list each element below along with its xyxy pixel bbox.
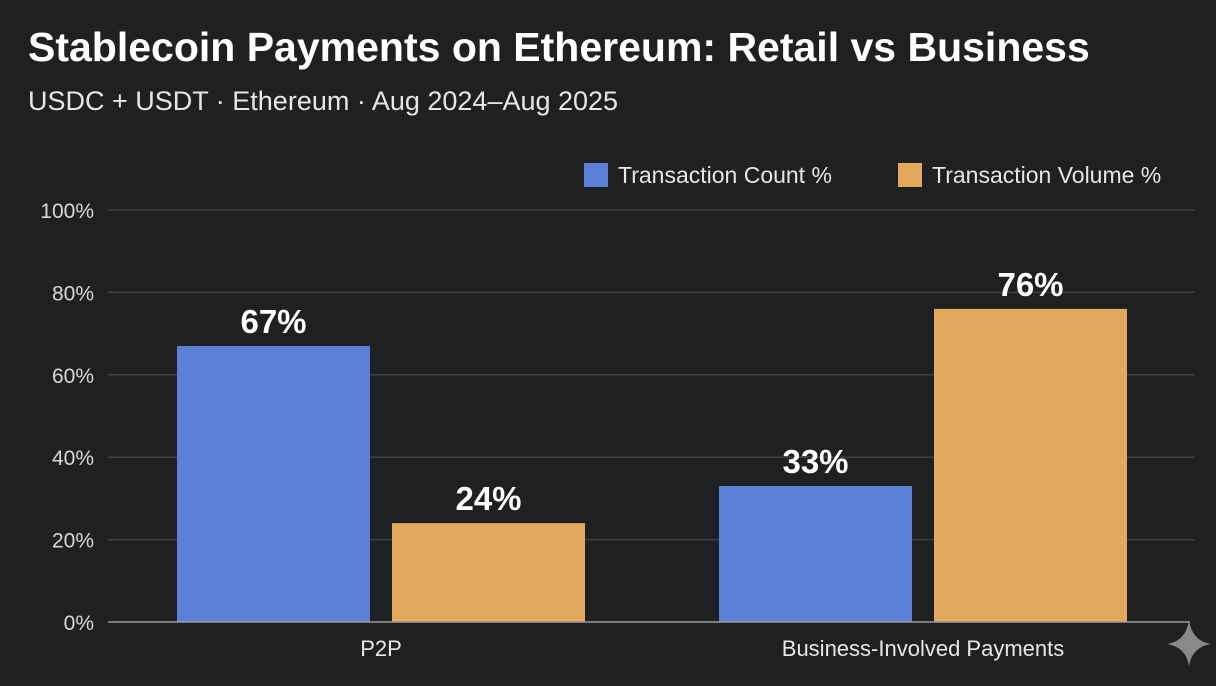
data-label: 76% <box>997 266 1063 303</box>
x-tick-label: P2P <box>360 636 402 661</box>
y-tick-label: 100% <box>40 200 94 223</box>
y-tick-label: 40% <box>52 447 94 470</box>
legend-label: Transaction Volume % <box>932 162 1161 188</box>
data-label: 24% <box>455 480 521 517</box>
chart-subtitle: USDC + USDT · Ethereum · Aug 2024–Aug 20… <box>28 86 619 116</box>
x-tick-label: Business-Involved Payments <box>782 636 1064 661</box>
sparkle-icon <box>1167 620 1211 666</box>
legend-label: Transaction Count % <box>618 162 832 188</box>
y-tick-label: 20% <box>52 530 94 553</box>
data-label: 67% <box>240 303 306 340</box>
bar-count <box>177 345 370 622</box>
bar-count <box>719 486 912 622</box>
legend-swatch <box>898 163 922 187</box>
y-tick-label: 80% <box>52 282 94 305</box>
y-tick-label: 0% <box>64 612 94 635</box>
bar-volume <box>934 308 1127 622</box>
data-label: 33% <box>782 443 848 480</box>
chart-title: Stablecoin Payments on Ethereum: Retail … <box>28 24 1090 70</box>
bar-volume <box>392 523 585 622</box>
y-tick-label: 60% <box>52 365 94 388</box>
legend-swatch <box>584 163 608 187</box>
